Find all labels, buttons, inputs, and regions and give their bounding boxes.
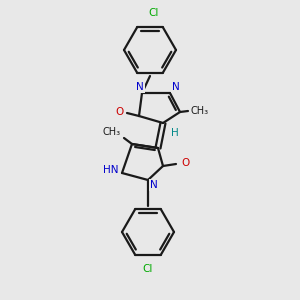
Text: N: N <box>150 180 158 190</box>
Text: Cl: Cl <box>149 8 159 18</box>
Text: N: N <box>172 82 180 92</box>
Text: CH₃: CH₃ <box>191 106 209 116</box>
Text: CH₃: CH₃ <box>103 127 121 137</box>
Text: N: N <box>136 82 144 92</box>
Text: O: O <box>181 158 189 168</box>
Text: HN: HN <box>103 165 119 175</box>
Text: O: O <box>115 107 123 117</box>
Text: H: H <box>171 128 178 139</box>
Text: Cl: Cl <box>143 264 153 274</box>
